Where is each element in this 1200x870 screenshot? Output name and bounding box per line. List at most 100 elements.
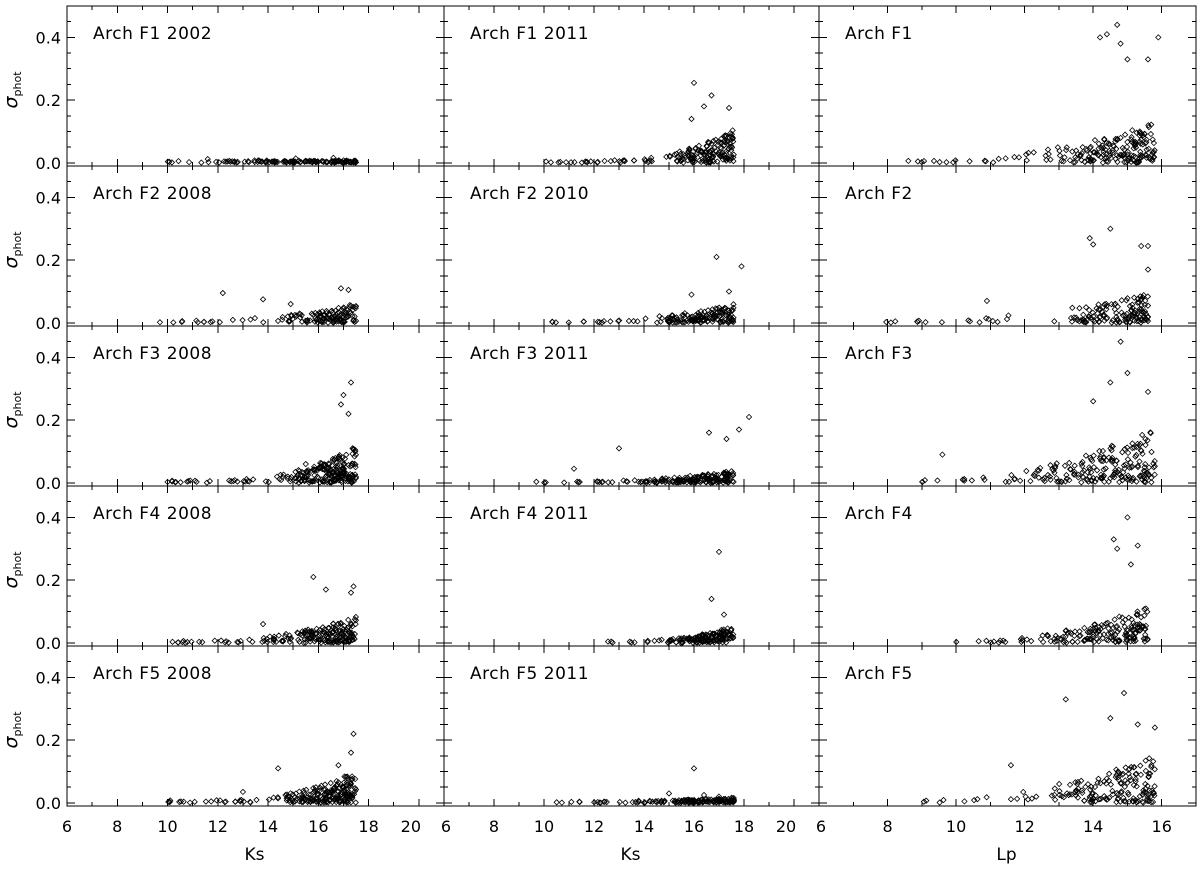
data-point	[1099, 304, 1106, 311]
data-point	[1024, 796, 1032, 803]
data-point	[601, 798, 608, 805]
data-point	[345, 410, 352, 418]
data-point	[1106, 794, 1113, 801]
data-point	[1130, 795, 1137, 802]
data-point	[324, 478, 331, 486]
data-point	[291, 475, 298, 482]
data-point	[1155, 34, 1162, 41]
data-point	[297, 311, 304, 318]
data-point	[1079, 469, 1086, 476]
data-point	[1067, 466, 1074, 473]
data-point	[1097, 153, 1105, 161]
data-point	[601, 157, 608, 165]
data-point	[1143, 154, 1150, 161]
data-point	[1078, 479, 1085, 486]
data-point	[1124, 151, 1131, 158]
data-point	[671, 316, 678, 323]
data-point	[226, 477, 233, 484]
panel-title: Arch F4 2011	[470, 504, 589, 524]
data-point	[1102, 620, 1110, 627]
data-point	[1127, 629, 1134, 637]
data-point	[635, 797, 642, 804]
data-point	[1090, 313, 1097, 320]
data-point	[349, 633, 357, 641]
data-point	[662, 475, 670, 482]
data-point	[279, 316, 286, 323]
data-point	[286, 798, 294, 806]
data-point	[1007, 762, 1015, 769]
data-point	[198, 159, 205, 166]
data-point	[677, 157, 684, 165]
y-axis-label: σphot	[0, 231, 24, 269]
data-point	[1075, 474, 1082, 481]
data-point	[730, 304, 737, 311]
data-point	[672, 639, 680, 646]
data-point	[1069, 304, 1076, 311]
data-point	[217, 637, 225, 644]
data-point	[607, 318, 614, 325]
data-point	[686, 145, 693, 152]
data-point	[1129, 444, 1136, 452]
data-point	[285, 635, 292, 642]
data-point	[662, 477, 669, 484]
data-point	[274, 317, 282, 325]
data-point	[346, 308, 353, 315]
panel-arch-f1-2011: Arch F1 2011	[443, 5, 820, 167]
data-point	[205, 159, 212, 166]
data-point	[568, 798, 575, 806]
data-point	[645, 159, 652, 166]
data-point	[1145, 770, 1153, 777]
data-point	[704, 317, 712, 325]
data-point	[677, 477, 685, 484]
data-point	[1070, 471, 1078, 478]
data-point	[345, 286, 352, 294]
data-point	[697, 479, 704, 486]
data-point	[303, 472, 310, 480]
data-point	[309, 629, 316, 637]
data-point	[1050, 467, 1057, 474]
data-point	[334, 474, 341, 482]
data-point	[185, 477, 192, 485]
data-point	[656, 313, 663, 320]
data-point	[341, 318, 348, 326]
data-point	[1133, 317, 1141, 325]
data-point	[279, 638, 287, 645]
x-tick-label: 20	[776, 817, 796, 836]
x-axis-label: Lp	[996, 845, 1016, 865]
data-point	[724, 155, 731, 162]
data-point	[1099, 634, 1106, 642]
data-point	[691, 152, 699, 159]
data-point	[653, 319, 661, 326]
data-point	[1149, 156, 1156, 163]
data-point	[892, 318, 899, 325]
data-point	[185, 158, 193, 166]
data-point	[320, 635, 327, 643]
data-point	[936, 799, 943, 806]
data-point	[1114, 468, 1121, 475]
data-point	[350, 446, 357, 453]
data-point	[1141, 468, 1148, 475]
data-point	[180, 798, 187, 805]
data-point	[232, 798, 239, 806]
data-point	[1130, 781, 1138, 789]
data-point	[330, 785, 338, 793]
data-point	[1142, 605, 1150, 612]
data-point	[1133, 314, 1140, 322]
data-point	[685, 148, 692, 155]
data-point	[1132, 771, 1139, 778]
data-point	[1090, 398, 1097, 405]
data-point	[1052, 463, 1059, 470]
data-point	[1144, 437, 1151, 444]
data-point	[630, 317, 637, 325]
data-point	[966, 158, 973, 165]
data-point	[229, 316, 236, 324]
data-point	[695, 142, 703, 149]
data-point	[1071, 632, 1078, 640]
data-point	[726, 799, 734, 806]
data-point	[1111, 306, 1118, 313]
data-point	[670, 479, 677, 486]
data-point	[272, 638, 280, 646]
data-point	[262, 158, 270, 165]
data-point	[1069, 148, 1076, 155]
data-point	[716, 629, 723, 636]
